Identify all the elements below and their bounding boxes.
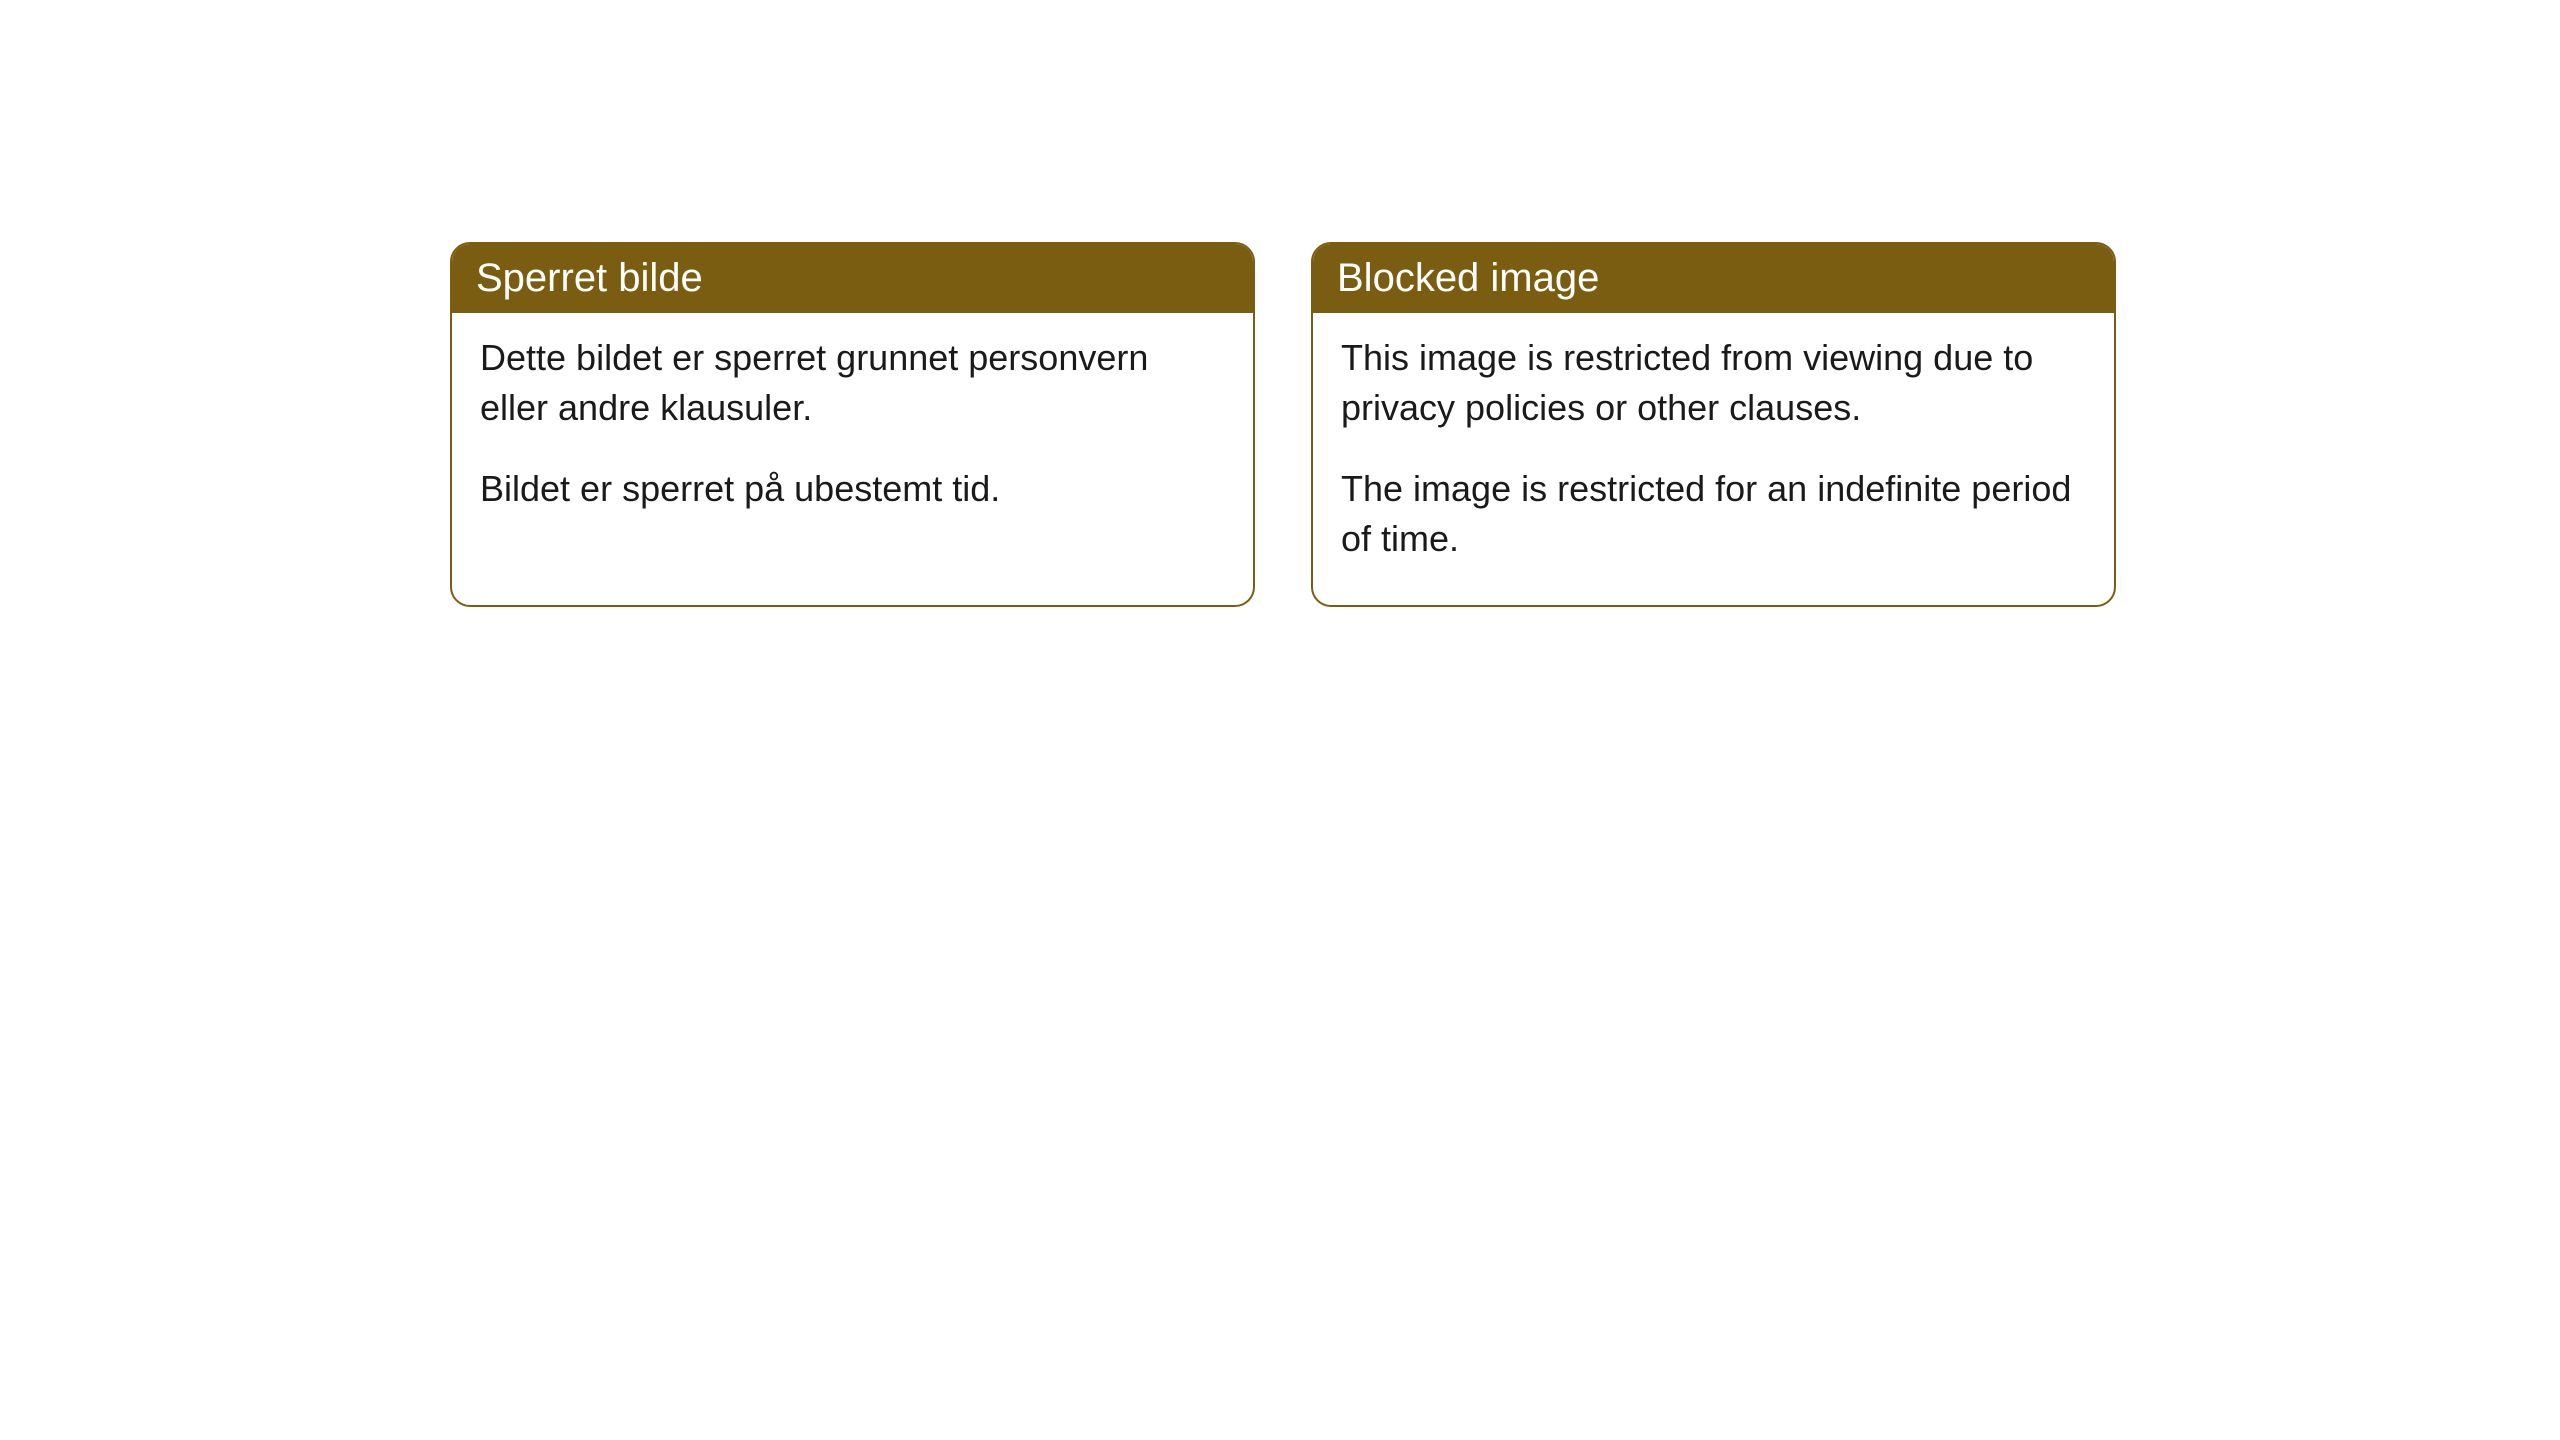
card-paragraph: Bildet er sperret på ubestemt tid.	[480, 464, 1225, 514]
notice-container: Sperret bilde Dette bildet er sperret gr…	[450, 242, 2116, 607]
card-paragraph: Dette bildet er sperret grunnet personve…	[480, 333, 1225, 434]
card-header: Sperret bilde	[452, 244, 1253, 313]
blocked-image-card-english: Blocked image This image is restricted f…	[1311, 242, 2116, 607]
blocked-image-card-norwegian: Sperret bilde Dette bildet er sperret gr…	[450, 242, 1255, 607]
card-paragraph: This image is restricted from viewing du…	[1341, 333, 2086, 434]
card-title: Sperret bilde	[476, 256, 703, 300]
card-header: Blocked image	[1313, 244, 2114, 313]
card-paragraph: The image is restricted for an indefinit…	[1341, 464, 2086, 565]
card-body: Dette bildet er sperret grunnet personve…	[452, 313, 1253, 554]
card-title: Blocked image	[1337, 256, 1599, 300]
card-body: This image is restricted from viewing du…	[1313, 313, 2114, 605]
